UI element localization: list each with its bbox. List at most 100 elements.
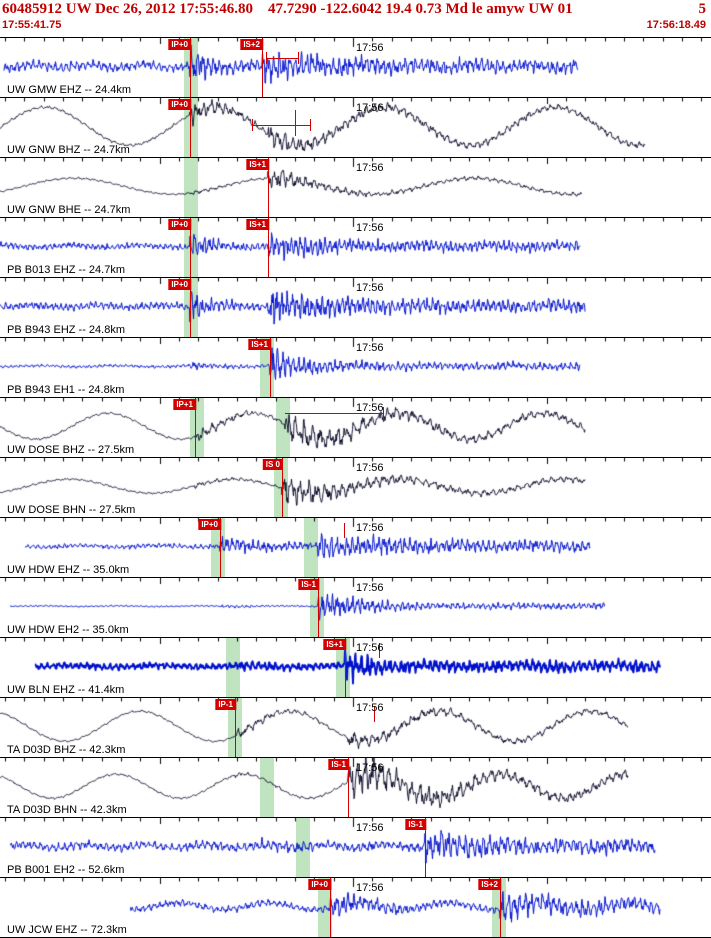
- trace-row: IP+0 IS+1 17:56 PB B013 EHZ -- 24.7km: [0, 217, 711, 277]
- trace-row: IP+0 IS+2 17:56 UW GMW EHZ -- 24.4km: [0, 37, 711, 97]
- minute-label: 17:56: [356, 642, 384, 654]
- pick-flag[interactable]: IS+1: [323, 639, 346, 650]
- minute-label: 17:56: [356, 822, 384, 834]
- pick-flag[interactable]: IP+0: [198, 519, 221, 530]
- station-label: UW HDW EH2 -- 35.0km: [7, 624, 129, 636]
- station-label: TA D03D BHN -- 42.3km: [7, 804, 127, 816]
- coda-marker: [374, 706, 376, 722]
- minute-label: 17:56: [356, 342, 384, 354]
- pick-flag[interactable]: IS-1: [298, 579, 319, 590]
- trace-row: IS+1 17:56 UW GNW BHE -- 24.7km: [0, 157, 711, 217]
- minute-label: 17:56: [356, 162, 384, 174]
- pick-line[interactable]: [348, 758, 349, 817]
- waveform-canvas[interactable]: [0, 818, 711, 877]
- event-header: 60485912 UW Dec 26, 2012 17:55:46.80 47.…: [0, 0, 711, 37]
- pick-flag[interactable]: IP-1: [215, 699, 236, 710]
- minute-label: 17:56: [356, 582, 384, 594]
- waveform-canvas[interactable]: [0, 518, 711, 577]
- station-label: PB B943 EHZ -- 24.8km: [7, 324, 125, 336]
- pick-flag[interactable]: IP+0: [308, 879, 331, 890]
- station-label: UW JCW EHZ -- 72.3km: [7, 924, 127, 936]
- coda-marker: [383, 407, 385, 420]
- coda-marker: [252, 119, 254, 131]
- pick-flag[interactable]: IP+1: [173, 399, 196, 410]
- minute-label: 17:56: [356, 702, 384, 714]
- station-label: UW HDW EHZ -- 35.0km: [7, 564, 130, 576]
- trace-row: IS-1 17:56 PB B001 EH2 -- 52.6km: [0, 817, 711, 877]
- station-label: PB B013 EHZ -- 24.7km: [7, 264, 125, 276]
- waveform-canvas[interactable]: [0, 398, 711, 457]
- waveform-canvas[interactable]: [0, 338, 711, 397]
- pick-flag[interactable]: IS-1: [405, 819, 426, 830]
- station-label: UW GNW BHZ -- 24.7km: [7, 144, 130, 156]
- station-label: UW BLN EHZ -- 41.4km: [7, 684, 125, 696]
- event-summary-line: 60485912 UW Dec 26, 2012 17:55:46.80 47.…: [2, 1, 706, 18]
- pick-flag[interactable]: IS+1: [246, 159, 269, 170]
- waveform-canvas[interactable]: [0, 98, 711, 157]
- minute-label: 17:56: [356, 402, 384, 414]
- station-label: TA D03D BHZ -- 42.3km: [7, 744, 126, 756]
- pick-flag[interactable]: IS 0: [262, 459, 283, 470]
- pick-flag[interactable]: IP+0: [168, 279, 191, 290]
- pick-line[interactable]: [318, 578, 319, 637]
- pick-line[interactable]: [190, 98, 191, 157]
- coda-marker: [310, 119, 312, 131]
- trace-row: IP+1 17:56 UW DOSE BHZ -- 27.5km: [0, 397, 711, 457]
- minute-label: 17:56: [356, 522, 384, 534]
- pick-flag[interactable]: IP+0: [168, 39, 191, 50]
- pick-line[interactable]: [345, 638, 346, 697]
- trace-row: IS+1 17:56 PB B943 EH1 -- 24.8km: [0, 337, 711, 397]
- station-label: PB B001 EH2 -- 52.6km: [7, 864, 125, 876]
- coda-marker: [344, 523, 346, 538]
- window-end-time: 17:56:18.49: [646, 19, 706, 31]
- pick-flag[interactable]: IS+1: [246, 219, 269, 230]
- trace-row: IS-1 17:56 TA D03D BHN -- 42.3km: [0, 757, 711, 817]
- minute-label: 17:56: [356, 882, 384, 894]
- station-label: PB B943 EH1 -- 24.8km: [7, 384, 125, 396]
- page-number: 5: [698, 1, 707, 17]
- pick-line[interactable]: [195, 398, 196, 457]
- pick-line[interactable]: [500, 878, 501, 937]
- waveform-canvas[interactable]: [0, 218, 711, 277]
- pick-line[interactable]: [282, 458, 283, 517]
- minute-label: 17:56: [356, 42, 384, 54]
- pick-line[interactable]: [330, 878, 331, 937]
- trace-row: IP+0 17:56 UW GNW BHZ -- 24.7km: [0, 97, 711, 157]
- waveform-canvas[interactable]: [0, 278, 711, 337]
- trace-row: IP+0 IS+2 17:56 UW JCW EHZ -- 72.3km: [0, 877, 711, 937]
- trace-row: IP-1 17:56 TA D03D BHZ -- 42.3km: [0, 697, 711, 757]
- pick-line[interactable]: [235, 698, 236, 757]
- pick-line[interactable]: [190, 218, 191, 277]
- pick-line[interactable]: [270, 338, 271, 397]
- pick-flag[interactable]: IS+1: [248, 339, 271, 350]
- waveform-canvas[interactable]: [0, 878, 711, 937]
- coda-marker: [379, 643, 381, 658]
- pick-line[interactable]: [190, 38, 191, 97]
- coda-marker: [266, 52, 268, 64]
- pick-line[interactable]: [268, 158, 269, 217]
- station-label: UW GMW EHZ -- 24.4km: [7, 84, 132, 96]
- pick-flag[interactable]: IP+0: [168, 99, 191, 110]
- waveform-canvas[interactable]: [0, 458, 711, 517]
- waveform-canvas[interactable]: [0, 698, 711, 757]
- pick-flag[interactable]: IS+2: [240, 39, 263, 50]
- minute-label: 17:56: [356, 282, 384, 294]
- station-label: UW GNW BHE -- 24.7km: [7, 204, 131, 216]
- pick-line[interactable]: [262, 38, 263, 97]
- minute-label: 17:56: [356, 222, 384, 234]
- pick-flag[interactable]: IP+0: [168, 219, 191, 230]
- waveform-canvas[interactable]: [0, 38, 711, 97]
- waveform-canvas[interactable]: [0, 158, 711, 217]
- pick-flag[interactable]: IS+2: [478, 879, 501, 890]
- waveform-canvas[interactable]: [0, 758, 711, 817]
- pick-line[interactable]: [190, 278, 191, 337]
- waveform-canvas[interactable]: [0, 638, 711, 697]
- pick-line[interactable]: [220, 518, 221, 577]
- window-start-time: 17:55:41.75: [2, 19, 62, 31]
- pick-line[interactable]: [268, 218, 269, 277]
- trace-row: IS 0 17:56 UW DOSE BHN -- 27.5km: [0, 457, 711, 517]
- pick-line[interactable]: [425, 818, 426, 877]
- pick-flag[interactable]: IS-1: [328, 759, 349, 770]
- waveform-canvas[interactable]: [0, 578, 711, 637]
